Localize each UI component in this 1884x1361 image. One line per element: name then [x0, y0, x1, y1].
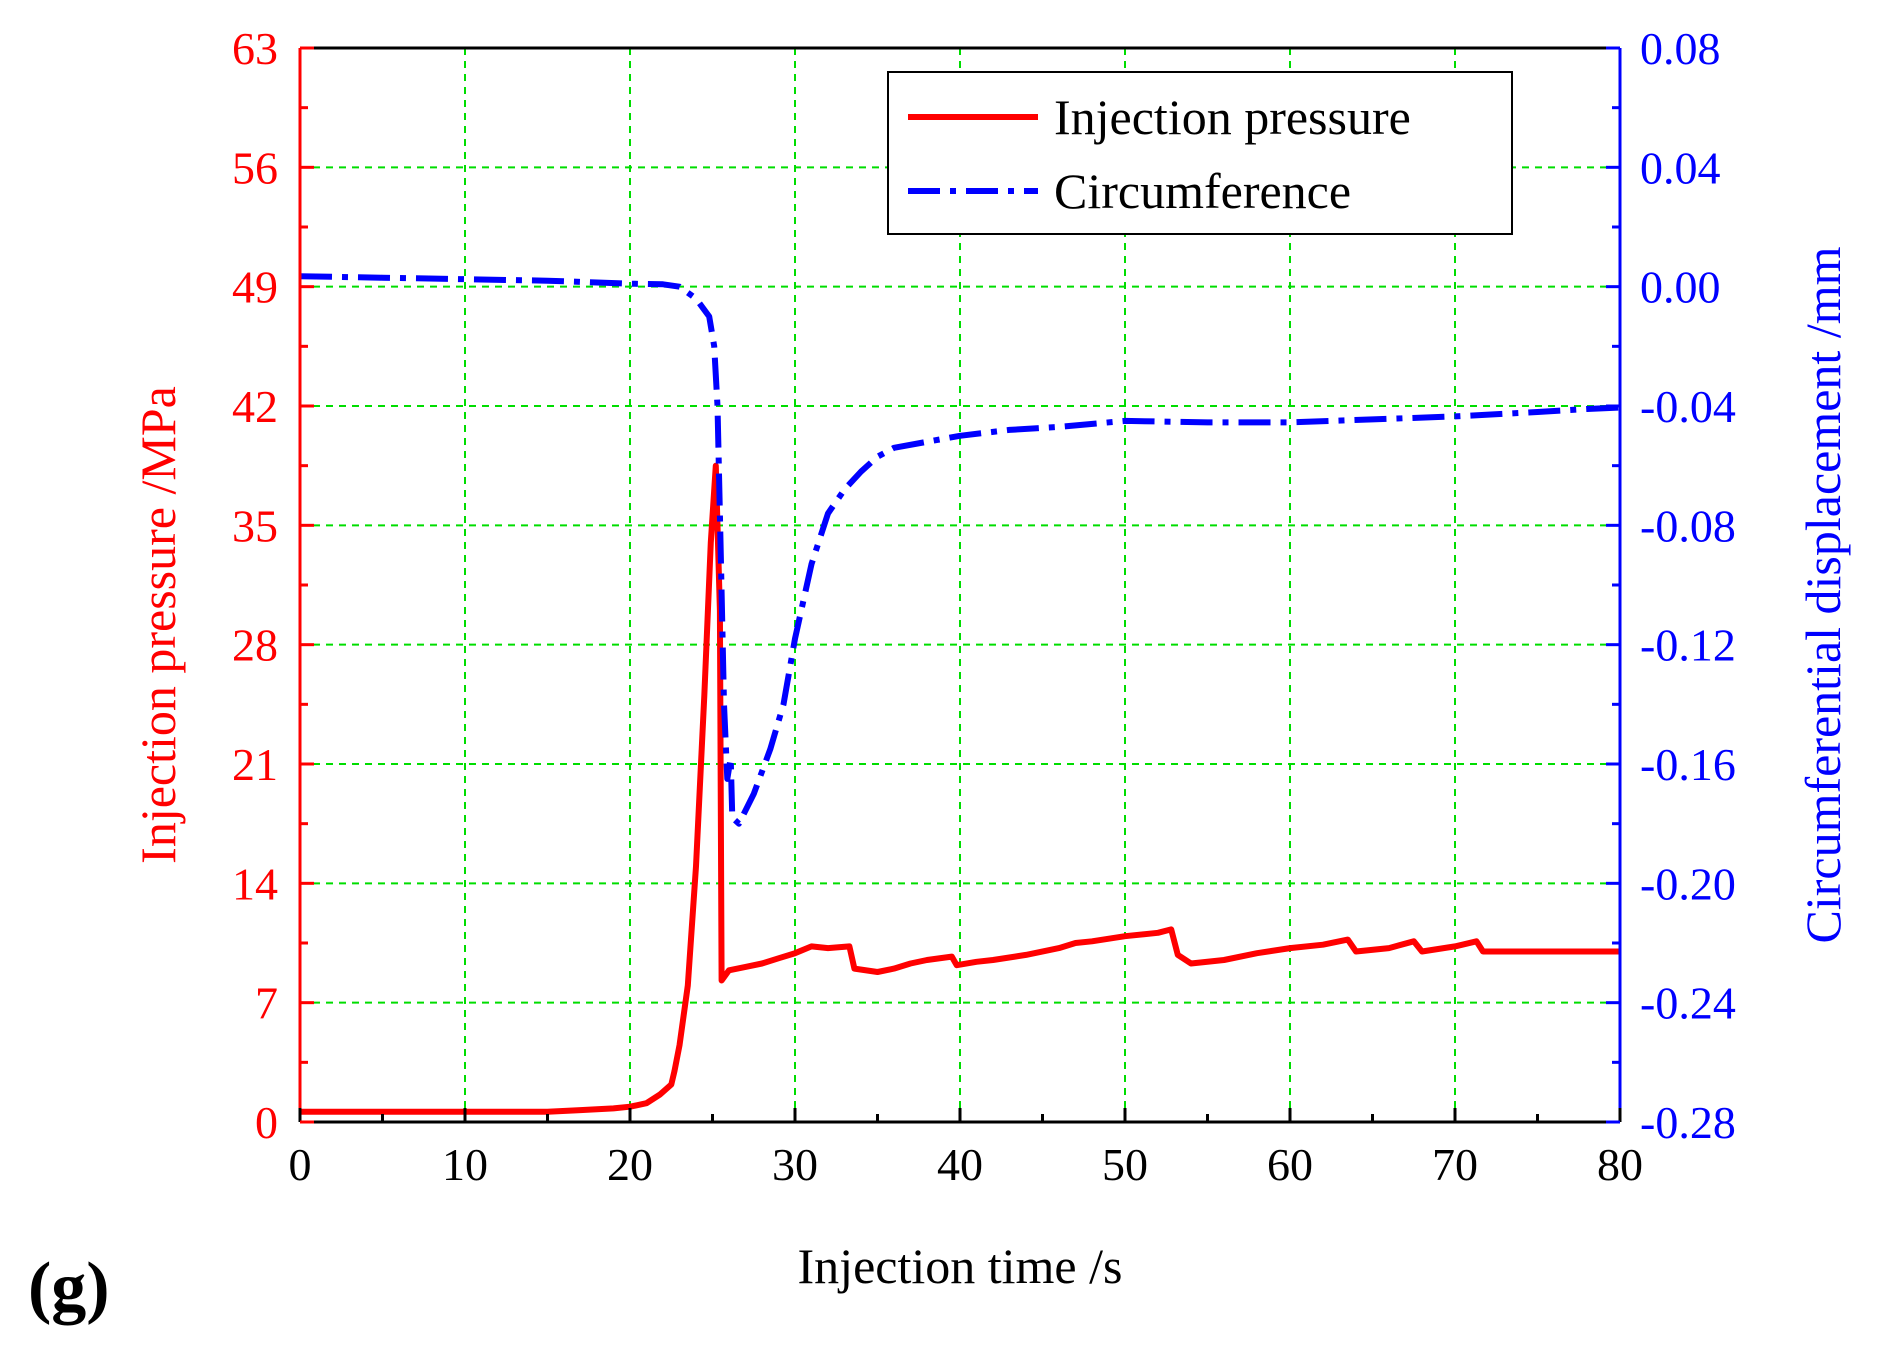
grid	[300, 48, 1620, 1122]
injection-pressure-line	[300, 462, 1620, 1115]
y-axis-left-label: Injection pressure /MPa	[130, 386, 186, 864]
x-tick-label: 30	[772, 1139, 818, 1190]
legend: Injection pressure Circumference	[887, 71, 1513, 235]
y-axis-right-label: Circumferential displacement /mm	[1795, 246, 1851, 943]
x-tick-label: 20	[607, 1139, 653, 1190]
y-right-tick-label: 0.00	[1640, 262, 1721, 313]
x-axis-label: Injection time /s	[798, 1238, 1123, 1294]
y-right-tick-label: 0.04	[1640, 142, 1721, 193]
y-left-tick-label: 7	[255, 978, 278, 1029]
y-left-tick-label: 49	[232, 262, 278, 313]
y-right-tick-label: -0.20	[1640, 858, 1736, 909]
y-right-tick-label: 0.08	[1640, 23, 1721, 74]
x-tick-label: 40	[937, 1139, 983, 1190]
y-right-tick-label: -0.12	[1640, 620, 1736, 671]
x-tick-label: 10	[442, 1139, 488, 1190]
circumference-line	[299, 273, 1621, 827]
x-tick-label: 60	[1267, 1139, 1313, 1190]
y-right-tick-label: -0.04	[1640, 381, 1736, 432]
legend-pressure-label: Injection pressure	[1054, 89, 1411, 145]
y-left-tick-label: 35	[232, 500, 278, 551]
y-left-tick-label: 56	[232, 142, 278, 193]
panel-label: (g)	[28, 1249, 110, 1326]
ticks: 0 10 20 30 40 50 60 70 80 0 7 14 21 28 35 42 49 56 63 -0.28…	[232, 23, 1736, 1190]
x-tick-label: 0	[289, 1139, 312, 1190]
legend-circumference-label: Circumference	[1054, 163, 1351, 219]
series-layer	[299, 273, 1621, 1115]
y-left-tick-label: 42	[232, 381, 278, 432]
y-right-tick-label: -0.08	[1640, 500, 1736, 551]
y-right-tick-label: -0.16	[1640, 739, 1736, 790]
y-left-tick-label: 0	[255, 1097, 278, 1148]
x-tick-label: 70	[1432, 1139, 1478, 1190]
y-right-tick-label: -0.28	[1640, 1097, 1736, 1148]
y-left-tick-label: 14	[232, 858, 278, 909]
y-left-tick-label: 63	[232, 23, 278, 74]
y-right-tick-label: -0.24	[1640, 978, 1736, 1029]
y-left-tick-label: 21	[232, 739, 278, 790]
x-tick-label: 50	[1102, 1139, 1148, 1190]
legend-box	[887, 71, 1513, 235]
y-left-tick-label: 28	[232, 620, 278, 671]
x-tick-label: 80	[1597, 1139, 1643, 1190]
